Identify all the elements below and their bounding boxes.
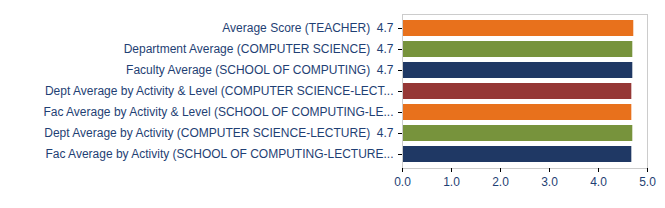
svg-text:Average Score (TEACHER) 4.7: Average Score (TEACHER) 4.7 bbox=[222, 21, 394, 35]
svg-text:3.0: 3.0 bbox=[541, 175, 558, 189]
svg-text:0.0: 0.0 bbox=[394, 175, 411, 189]
svg-text:5.0: 5.0 bbox=[639, 175, 656, 189]
svg-text:1.0: 1.0 bbox=[443, 175, 460, 189]
svg-text:Fac Average by Activity & Leve: Fac Average by Activity & Level (SCHOOL … bbox=[43, 105, 393, 119]
svg-text:Dept Average by Activity (COMP: Dept Average by Activity (COMPUTER SCIEN… bbox=[44, 126, 394, 140]
svg-text:4.0: 4.0 bbox=[590, 175, 607, 189]
svg-text:Fac Average by Activity (SCHOO: Fac Average by Activity (SCHOOL OF COMPU… bbox=[45, 147, 393, 161]
svg-text:Dept Average by Activity & Lev: Dept Average by Activity & Level (COMPUT… bbox=[45, 84, 394, 98]
svg-text:2.0: 2.0 bbox=[492, 175, 509, 189]
svg-text:Faculty Average (SCHOOL OF COM: Faculty Average (SCHOOL OF COMPUTING) 4.… bbox=[126, 63, 394, 77]
svg-text:Department Average (COMPUTER S: Department Average (COMPUTER SCIENCE) 4.… bbox=[124, 42, 394, 56]
